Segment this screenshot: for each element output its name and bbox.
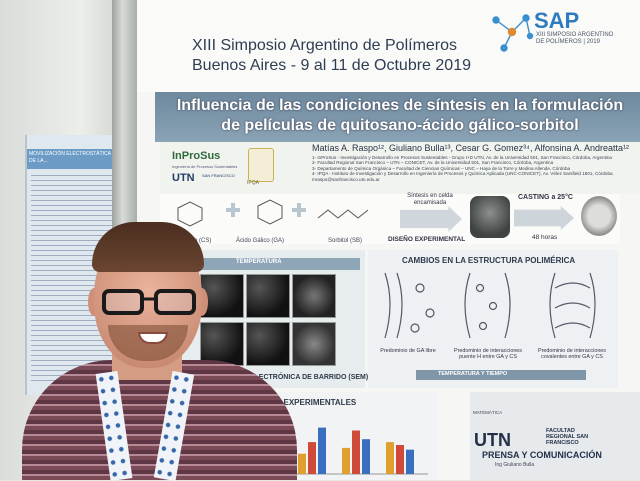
utn-faculty-label: FACULTAD REGIONAL SAN FRANCISCO [546,428,589,446]
reactor-photo [470,196,510,238]
sem-image [292,274,336,318]
hours-label: 48 horas [532,234,558,241]
chart-bar [406,449,414,474]
chart-bar [308,442,316,474]
chart-bar [352,430,360,474]
poster-header [137,0,640,92]
structure-title: CAMBIOS EN LA ESTRUCTURA POLIMÉRICA [402,256,576,265]
structure-label: Predominio de GA libre [380,348,436,354]
event-title: XIII Simposio Argentino de Polímeros Bue… [192,37,471,74]
chart-bar [396,445,404,474]
chem-label-sb: Sorbitol (SB) [328,238,363,244]
photographer-credit: Ing Giuliano Bulla [495,462,535,468]
synthesis-label: Síntesis en celda encamisada [407,193,453,206]
ipqa-label: IPQA [247,180,259,186]
petri-dish-photo [581,196,617,236]
sem-image [246,274,290,318]
chart-bar [386,442,394,474]
sem-image [292,322,336,366]
sap-logo-icon [492,14,534,52]
inprosus-subtitle: Ingeniería de Procesos Sustentables [172,164,238,169]
utn-logo-small-sub: SAN FRANCISCO [202,173,235,178]
chart-bar [298,453,306,474]
math-label: MATEMÁTICA [473,410,503,415]
sap-logo-subtitle: XIII SIMPOSIO ARGENTINO DE POLÍMEROS | 2… [536,32,614,45]
utn-logo-large: UTN [474,430,511,450]
title-band [155,92,640,142]
polymer-structure-icon [384,272,596,339]
person-hair [92,222,204,272]
authors-box [160,142,640,194]
sem-image [200,322,244,366]
sem-image [246,322,290,366]
chart-bar [318,427,326,474]
casting-label: CASTING a 25°C [518,194,573,201]
temperature-time-label: TEMPERATURA Y TIEMPO [438,371,508,377]
utn-logo-small: UTN [172,172,195,184]
chem-label-ga: Ácido Gálico (GA) [236,238,285,244]
ipqa-logo-icon [248,148,274,182]
experimental-data-title: DATOS EXPERIMENTALES [254,398,357,407]
structure-label: Predominio de interacciones puente H ent… [453,348,523,360]
temperature-time-arrow [416,370,586,380]
chart-bar [362,439,370,474]
sap-logo-text: SAP [534,8,580,33]
inprosus-logo: InProSus [172,150,221,162]
glasses-icon [102,289,196,315]
poster-title: Influencia de las condiciones de síntesi… [176,97,624,134]
poster-affiliations: 1- InProSus - Investigación y Desarrollo… [312,155,613,182]
sem-title: MICROSCOPÍA ELECTRÓNICA DE BARRIDO (SEM) [198,374,369,381]
left-poster-heading: MOVILIZACIÓN ELECTROSTÁTICA DE LA... [29,151,111,164]
bottom-right-panel [470,392,640,480]
temperature-band [190,258,360,270]
bar-chart [292,427,428,475]
experimental-design-label: DISEÑO EXPERIMENTAL [388,236,466,243]
structure-label: Predominio de interacciones covalentes e… [537,348,607,360]
temperature-label: TEMPERATURA [236,259,282,265]
arrow-icon [514,206,574,230]
chemical-structures-icon [177,199,369,227]
press-label: PRENSA Y COMUNICACIÓN [482,450,602,460]
arrow-icon [400,206,462,232]
structure-panel [368,250,618,388]
chart-bar [342,447,350,474]
poster-authors: Matías A. Raspo¹², Giuliano Bulla¹³, Ces… [312,143,629,153]
